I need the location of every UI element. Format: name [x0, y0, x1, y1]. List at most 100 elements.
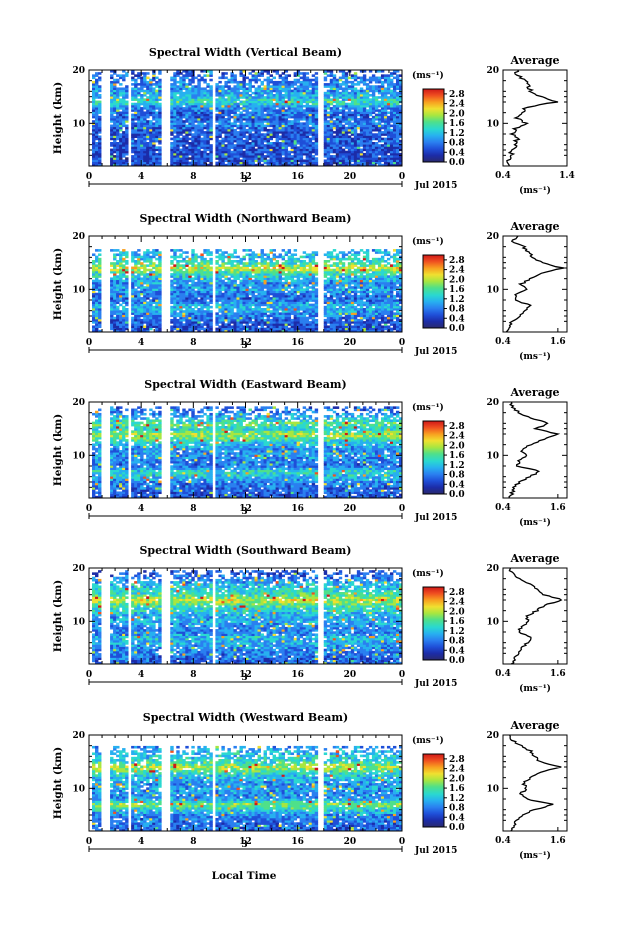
heatmap-cell: [200, 273, 204, 276]
heatmap-cell: [323, 78, 328, 82]
heatmap-cell: [254, 100, 258, 104]
heatmap-cell: [254, 148, 258, 152]
heatmap-cell: [185, 98, 189, 101]
heatmap-cell: [308, 80, 313, 84]
heatmap-cell: [353, 137, 358, 141]
heatmap-cell: [206, 273, 210, 276]
heatmap-cell: [110, 83, 114, 86]
heatmap-cell: [194, 299, 198, 302]
heatmap-cell: [182, 142, 186, 145]
heatmap-cell: [260, 72, 264, 75]
heatmap-cell: [191, 96, 195, 99]
heatmap-cell: [95, 118, 99, 121]
heatmap-cell: [374, 124, 379, 128]
heatmap-cell: [113, 98, 117, 101]
heatmap-cell: [149, 135, 153, 139]
heatmap-cell: [206, 137, 210, 141]
heatmap-cell: [173, 72, 177, 75]
heatmap-cell: [122, 146, 126, 149]
heatmap-cell: [269, 94, 273, 97]
heatmap-cell: [146, 284, 150, 287]
heatmap-cell: [122, 281, 126, 285]
heatmap-cell: [98, 146, 102, 149]
heatmap-cell: [248, 115, 252, 119]
heatmap-cell: [98, 72, 102, 75]
heatmap-cell: [185, 260, 189, 263]
heatmap-cell: [344, 96, 349, 99]
heatmap-cell: [116, 87, 120, 91]
heatmap-cell: [122, 131, 126, 134]
heatmap-cell: [332, 78, 337, 82]
heatmap-cell: [227, 96, 231, 99]
heatmap-cell: [257, 91, 261, 95]
heatmap-cell: [329, 89, 334, 93]
heatmap-cell: [185, 268, 189, 272]
heatmap-cell: [230, 279, 234, 283]
heatmap-cell: [143, 85, 147, 88]
heatmap-cell: [203, 279, 207, 283]
heatmap-cell: [365, 83, 370, 86]
heatmap-cell: [155, 266, 159, 270]
heatmap-cell: [143, 257, 147, 261]
heatmap-cell: [365, 126, 370, 130]
heatmap-cell: [284, 83, 289, 86]
heatmap-cell: [176, 323, 180, 326]
heatmap-cell: [266, 111, 270, 115]
heatmap-cell: [365, 161, 370, 165]
heatmap-cell: [293, 80, 298, 84]
heatmap-cell: [158, 113, 162, 117]
heatmap-cell: [257, 85, 261, 88]
heatmap-cell: [278, 83, 283, 86]
heatmap-cell: [197, 308, 201, 311]
heatmap-cell: [383, 159, 388, 163]
heatmap-cell: [113, 270, 117, 274]
heatmap-cell: [275, 80, 280, 84]
heatmap-cell: [113, 118, 117, 121]
heatmap-cell: [215, 288, 219, 291]
heatmap-cell: [302, 137, 307, 141]
heatmap-cell: [269, 159, 273, 163]
heatmap-cell: [113, 318, 117, 322]
heatmap-cell: [386, 126, 391, 130]
heatmap-cell: [173, 325, 177, 329]
heatmap-cell: [287, 87, 292, 91]
heatmap-cell: [173, 78, 177, 82]
heatmap-cell: [380, 148, 385, 152]
heatmap-cell: [278, 98, 283, 101]
heatmap-cell: [254, 139, 258, 143]
heatmap-cell: [188, 72, 192, 75]
heatmap-cell: [371, 104, 376, 108]
heatmap-cell: [221, 288, 225, 291]
heatmap-cell: [338, 128, 343, 132]
heatmap-cell: [134, 318, 138, 322]
heatmap-cell: [239, 148, 243, 152]
heatmap-cell: [269, 118, 273, 121]
heatmap-cell: [383, 157, 388, 160]
heatmap-cell: [362, 94, 367, 97]
heatmap-cell: [230, 327, 234, 331]
heatmap-cell: [209, 157, 213, 160]
heatmap-cell: [230, 288, 234, 291]
heatmap-cell: [113, 281, 117, 285]
heatmap-cell: [110, 281, 114, 285]
heatmap-cell: [188, 284, 192, 287]
heatmap-cell: [293, 148, 298, 152]
heatmap-cell: [170, 107, 174, 110]
heatmap-cell: [146, 290, 150, 294]
heatmap-cell: [338, 115, 343, 119]
heatmap-cell: [365, 142, 370, 145]
heatmap-cell: [98, 124, 102, 128]
heatmap-cell: [182, 279, 186, 283]
heatmap-cell: [398, 126, 403, 130]
heatmap-cell: [341, 102, 346, 106]
heatmap-cell: [374, 159, 379, 163]
heatmap-cell: [95, 294, 99, 298]
heatmap-cell: [221, 150, 225, 154]
heatmap-cell: [224, 155, 228, 158]
heatmap-cell: [185, 124, 189, 128]
heatmap-cell: [191, 98, 195, 101]
heatmap-cell: [206, 142, 210, 145]
heatmap-cell: [308, 161, 313, 165]
heatmap-cell: [371, 128, 376, 132]
